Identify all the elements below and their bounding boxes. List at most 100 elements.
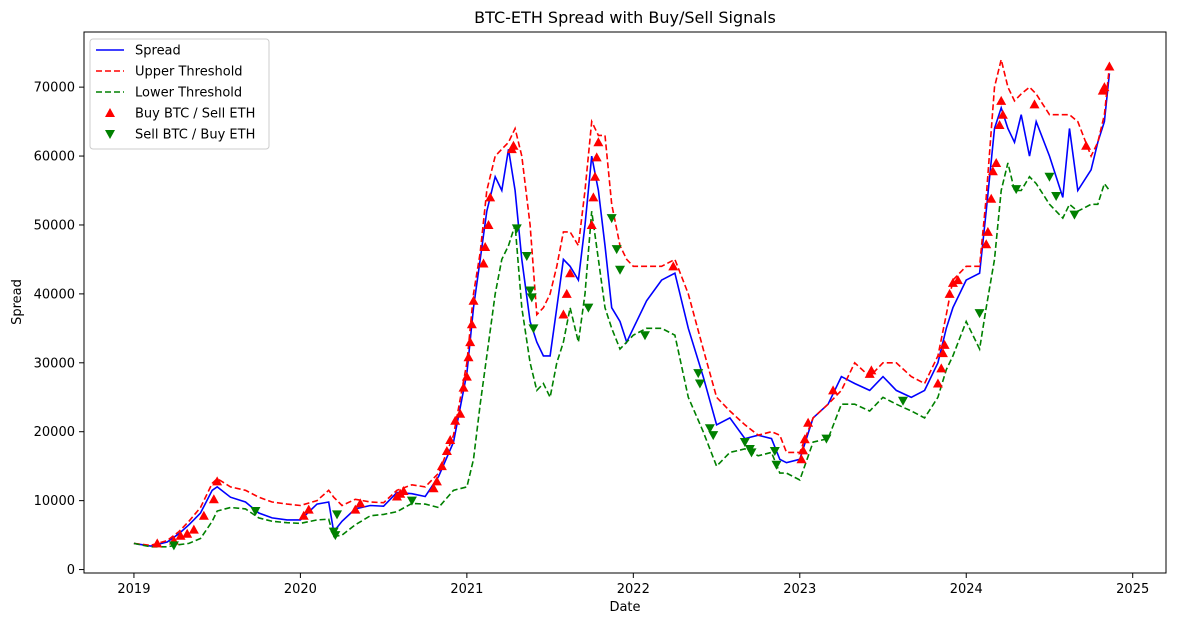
sell-signal-marker (611, 245, 622, 255)
buy-signal-marker (828, 385, 839, 395)
plot-area (133, 59, 1115, 551)
buy-signal-marker (450, 415, 461, 425)
sell-signal-marker (1069, 210, 1080, 220)
sell-signal-marker (897, 396, 908, 406)
legend-item: Upper Threshold (96, 65, 243, 80)
y-axis-label: Spread (10, 279, 25, 325)
buy-signal-marker (997, 109, 1008, 119)
buy-signal-marker (944, 288, 955, 298)
buy-signal-marker (939, 339, 950, 349)
sell-signal-markers (168, 172, 1080, 551)
buy-signal-marker (468, 295, 479, 305)
buy-signal-marker (303, 504, 314, 514)
buy-signal-marker (866, 365, 877, 375)
buy-signal-marker (796, 454, 807, 464)
legend-label: Lower Threshold (135, 86, 242, 101)
buy-signal-marker (350, 504, 361, 514)
buy-signal-marker (1099, 82, 1110, 92)
sell-signal-marker (769, 447, 780, 457)
buy-signal-marker (182, 528, 193, 538)
buy-signal-marker (593, 137, 604, 147)
buy-signal-marker (986, 193, 997, 203)
x-tick-label: 2022 (617, 582, 650, 597)
sell-signal-marker (694, 379, 705, 389)
buy-signal-marker (298, 510, 309, 520)
sell-signal-marker (1044, 172, 1055, 182)
buy-signal-marker (991, 157, 1002, 167)
legend-frame (89, 38, 270, 150)
buy-signal-marker (947, 277, 958, 287)
buy-signal-marker (558, 309, 569, 319)
sell-signal-marker (583, 303, 594, 313)
buy-signal-marker (478, 258, 489, 268)
buy-signal-marker (1104, 61, 1115, 71)
buy-signal-marker (952, 275, 963, 285)
y-tick-label: 50000 (34, 218, 75, 233)
plot-frame (83, 31, 1167, 574)
x-tick-label: 2021 (450, 582, 483, 597)
sell-signal-marker (693, 369, 704, 379)
buy-signal-marker (355, 498, 366, 508)
y-tick-label: 10000 (34, 494, 75, 509)
buy-signal-marker (466, 319, 477, 329)
buy-signal-marker (458, 382, 469, 392)
y-tick-label: 20000 (34, 425, 75, 440)
sell-signal-marker (168, 541, 179, 551)
buy-signal-marker (152, 538, 163, 548)
buy-signal-marker (208, 494, 219, 504)
sell-signal-marker (739, 438, 750, 448)
buy-signal-marker (803, 417, 814, 427)
buy-signal-marker (561, 288, 572, 298)
buy-signal-marker (465, 337, 476, 347)
sell-signal-marker (708, 431, 719, 441)
legend-triangle-up-icon (105, 108, 115, 117)
legend-label: Spread (135, 44, 181, 59)
y-tick-label: 60000 (34, 150, 75, 165)
upper-threshold-line (133, 59, 1111, 547)
x-tick-label: 2023 (783, 582, 816, 597)
buy-signal-marker (996, 95, 1007, 105)
buy-signal-marker (445, 434, 456, 444)
buy-signal-marker (455, 408, 466, 418)
buy-signal-marker (799, 434, 810, 444)
spread-line (133, 73, 1111, 547)
y-tick-label: 70000 (34, 81, 75, 96)
sell-signal-marker (615, 265, 626, 275)
buy-signal-marker (1081, 140, 1092, 150)
buy-signal-marker (936, 363, 947, 373)
sell-signal-marker (511, 224, 522, 234)
x-tick-label: 2024 (950, 582, 983, 597)
y-tick-label: 40000 (34, 287, 75, 302)
sell-signal-marker (704, 424, 715, 434)
buy-signal-marker (463, 352, 474, 362)
legend-item: Spread (96, 44, 181, 59)
sell-signal-marker (330, 531, 341, 541)
x-axis: 2019 2020 2021 2022 2023 2024 2025 (117, 573, 1149, 597)
buy-signal-marker (1029, 99, 1040, 109)
buy-signal-marker (188, 524, 199, 534)
sell-signal-marker (406, 496, 417, 506)
sell-signal-marker (528, 324, 539, 334)
sell-signal-marker (606, 214, 617, 224)
x-tick-label: 2019 (117, 582, 150, 597)
buy-signal-marker (590, 171, 601, 181)
sell-signal-marker (1051, 192, 1062, 202)
sell-signal-marker (526, 293, 537, 303)
chart-title: BTC-ETH Spread with Buy/Sell Signals (474, 8, 776, 27)
buy-signal-marker (987, 166, 998, 176)
buy-signal-marker (431, 476, 442, 486)
buy-signal-marker (994, 120, 1005, 130)
legend: Spread Upper Threshold Lower Threshold Buy … (89, 38, 270, 150)
buy-signal-marker (436, 461, 447, 471)
sell-signal-marker (974, 309, 985, 319)
buy-signal-markers (152, 61, 1115, 548)
buy-signal-marker (798, 445, 809, 455)
buy-signal-marker (212, 476, 223, 486)
legend-item: Lower Threshold (96, 86, 242, 101)
buy-signal-marker (932, 378, 943, 388)
x-tick-label: 2020 (284, 582, 317, 597)
buy-signal-marker (483, 219, 494, 229)
sell-signal-marker (332, 510, 343, 520)
